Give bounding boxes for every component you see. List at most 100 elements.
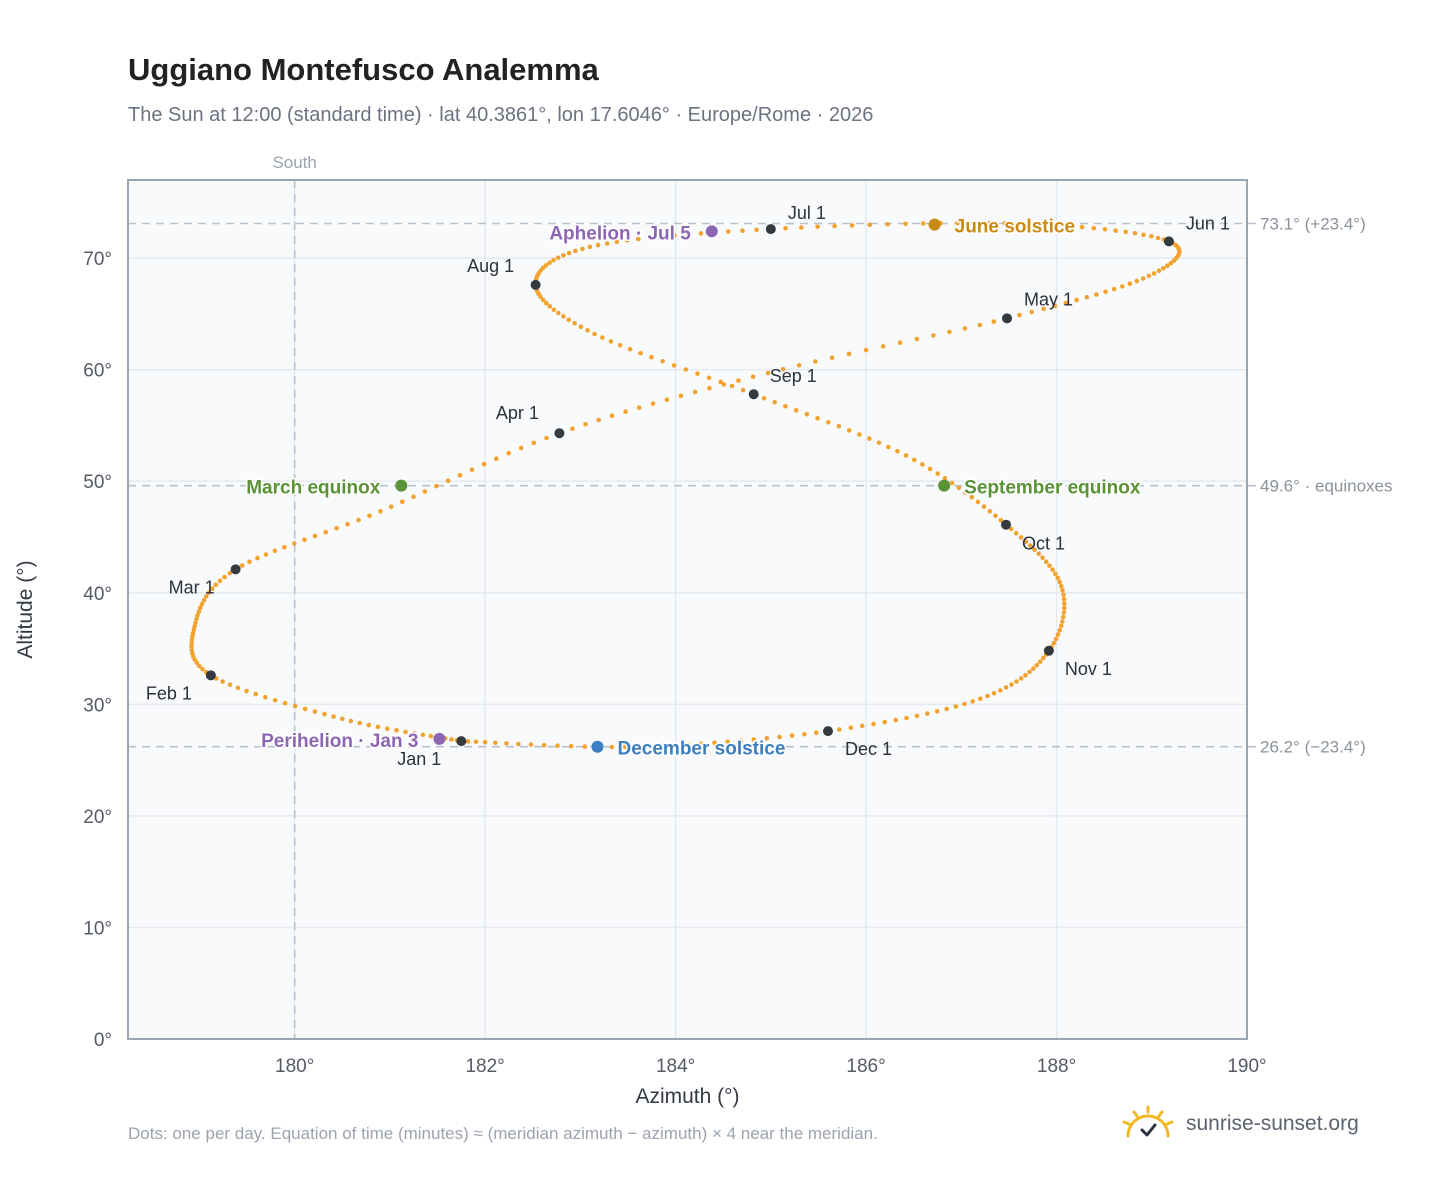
daily-dot <box>592 331 597 337</box>
y-tick-label: 20° <box>83 807 112 828</box>
daily-dot <box>394 728 399 733</box>
daily-dot <box>1057 579 1062 585</box>
daily-dot <box>829 355 835 361</box>
daily-dot <box>927 466 933 472</box>
daily-dot <box>832 223 837 229</box>
daily-dot <box>292 703 298 709</box>
daily-dot <box>673 742 678 748</box>
month-label: Mar 1 <box>169 577 215 597</box>
event-label: September equinox <box>964 478 1141 499</box>
daily-dot <box>765 370 771 376</box>
daily-dot <box>540 297 546 303</box>
footnote: Dots: one per day. Equation of time (min… <box>128 1124 878 1143</box>
daily-dot <box>783 404 788 409</box>
daily-dot <box>239 563 245 568</box>
daily-dot <box>914 713 920 719</box>
daily-dot <box>692 389 698 395</box>
daily-dot <box>867 436 872 441</box>
daily-dot <box>201 598 207 603</box>
daily-dot <box>718 379 723 385</box>
daily-dot <box>469 467 475 473</box>
daily-dot <box>568 743 574 749</box>
daily-dot <box>302 537 307 543</box>
daily-dot <box>1146 273 1152 279</box>
daily-dot <box>944 706 949 712</box>
daily-dot <box>551 307 557 313</box>
month-marker <box>456 736 467 747</box>
meridian-label: South <box>272 153 316 172</box>
month-label: Feb 1 <box>146 683 192 703</box>
daily-dot <box>516 741 521 747</box>
daily-dot <box>1052 303 1058 309</box>
daily-dot <box>969 494 975 500</box>
daily-dot <box>555 255 561 260</box>
daily-dot <box>1155 235 1161 241</box>
month-label: May 1 <box>1024 289 1073 309</box>
daily-dot <box>885 222 890 227</box>
daily-dot <box>736 378 741 383</box>
daily-dot <box>572 320 577 326</box>
daily-dot <box>1017 312 1022 318</box>
daily-dot <box>538 294 543 300</box>
daily-dot <box>935 471 940 476</box>
daily-dot <box>1067 223 1073 229</box>
daily-dot <box>197 663 202 669</box>
daily-dot <box>863 347 869 353</box>
daily-dot <box>547 304 553 309</box>
daily-dot <box>334 526 339 531</box>
daily-dot <box>1057 628 1062 633</box>
daily-dot <box>813 359 818 364</box>
daily-dot <box>206 590 212 595</box>
daily-dot <box>204 594 209 599</box>
daily-dot <box>449 737 454 742</box>
daily-dot <box>561 253 566 258</box>
daily-dot <box>1034 662 1040 668</box>
daily-dot <box>814 730 819 735</box>
daily-dot <box>518 445 524 451</box>
daily-dot <box>955 220 960 226</box>
page-subtitle: The Sun at 12:00 (standard time) · lat 4… <box>128 104 874 126</box>
daily-dot <box>375 724 381 730</box>
daily-dot <box>1165 263 1170 269</box>
daily-dot <box>761 395 767 401</box>
daily-dot <box>504 741 509 746</box>
daily-dot <box>595 242 601 248</box>
daily-dot <box>826 420 831 425</box>
daily-dot <box>481 461 487 467</box>
daily-dot <box>494 456 499 462</box>
daily-dot <box>1051 640 1057 646</box>
daily-dot <box>609 413 615 419</box>
daily-dot <box>1132 231 1138 236</box>
daily-dot <box>345 521 350 527</box>
daily-dot <box>445 478 451 484</box>
daily-dot <box>815 224 820 230</box>
daily-dot <box>1074 297 1079 303</box>
month-marker <box>1001 519 1012 530</box>
daily-dot <box>867 222 872 228</box>
daily-dot <box>1140 276 1146 281</box>
daily-dot <box>740 387 746 393</box>
brand-link[interactable]: sunrise-sunset.org <box>1120 1100 1359 1148</box>
daily-dot <box>978 696 983 701</box>
daily-dot <box>312 709 318 714</box>
daily-dot <box>636 236 641 242</box>
month-label: Jan 1 <box>397 749 441 769</box>
daily-dot <box>897 340 903 346</box>
x-tick-label: 186° <box>846 1056 885 1077</box>
event-label: March equinox <box>246 478 381 499</box>
daily-dot <box>956 485 962 491</box>
daily-dot <box>272 548 278 554</box>
daily-dot <box>220 679 225 684</box>
daily-dot <box>292 541 297 546</box>
daily-dot <box>623 409 628 414</box>
daily-dot <box>1029 309 1034 315</box>
daily-dot <box>322 711 327 717</box>
daily-dot <box>738 738 744 743</box>
month-marker <box>1163 236 1174 247</box>
daily-dot <box>846 428 852 433</box>
month-label: Apr 1 <box>496 403 539 423</box>
daily-dot <box>604 241 610 246</box>
daily-dot <box>859 723 865 729</box>
month-label: Aug 1 <box>467 256 514 276</box>
daily-dot <box>555 743 560 748</box>
